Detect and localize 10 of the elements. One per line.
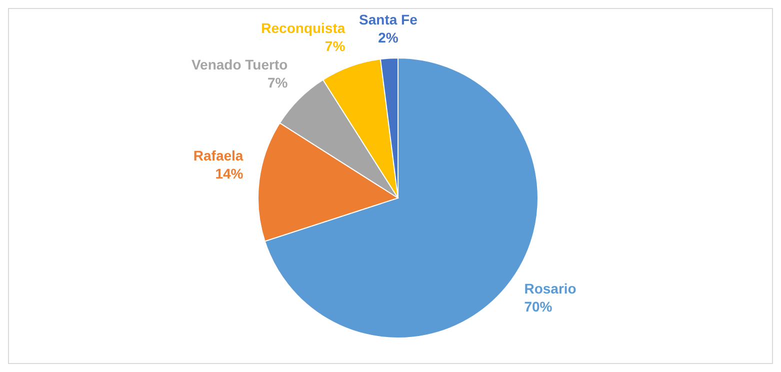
slice-label: Venado Tuerto (191, 56, 288, 73)
slice-label: Rosario (524, 280, 576, 297)
data-label: 70% (524, 298, 553, 315)
slice-label: Rafaela (193, 147, 244, 164)
data-label: 2% (378, 29, 399, 46)
data-label: 7% (324, 38, 346, 54)
slice-label: Reconquista (261, 20, 346, 36)
data-label: 14% (215, 165, 244, 182)
data-label: 7% (267, 74, 288, 91)
slice-label: Santa Fe (359, 11, 418, 28)
